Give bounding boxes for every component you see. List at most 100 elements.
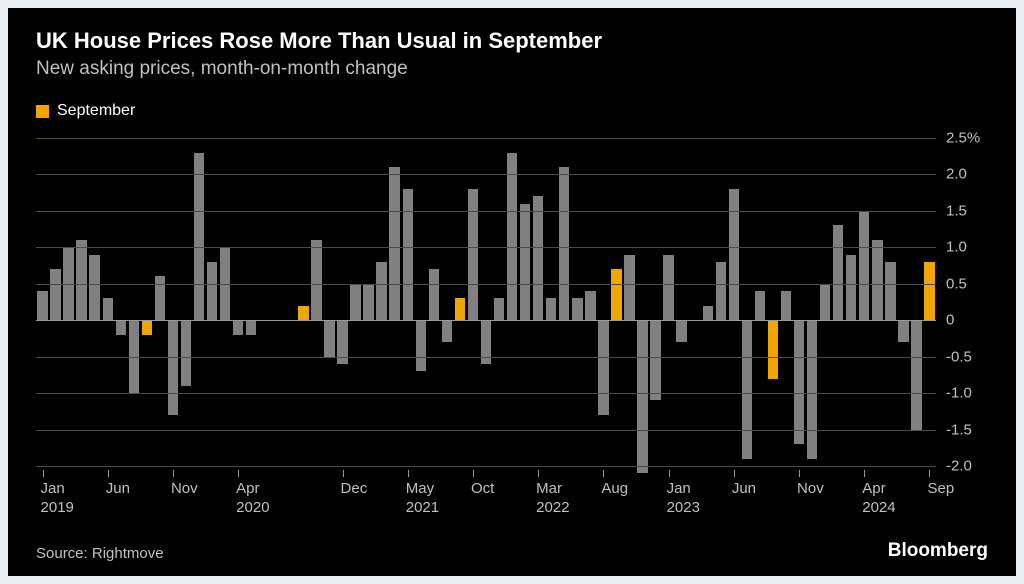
bar <box>885 262 895 320</box>
x-tick-label: Aug <box>601 480 628 499</box>
x-tick <box>929 470 930 477</box>
bar <box>442 320 452 342</box>
bar <box>103 298 113 320</box>
x-tick <box>864 470 865 477</box>
x-tick-label: Mar2022 <box>536 480 569 518</box>
legend: September <box>36 102 988 120</box>
y-tick-label: -2.0 <box>946 458 972 475</box>
gridline <box>36 320 936 321</box>
brand-text: Bloomberg <box>888 540 988 562</box>
bar <box>703 306 713 321</box>
bar-september <box>768 320 778 378</box>
bars-layer <box>36 138 936 466</box>
gridline <box>36 357 936 358</box>
x-tick-label: Jan2023 <box>667 480 700 518</box>
x-tick-label: Jun <box>732 480 756 499</box>
bar <box>716 262 726 320</box>
plot-area: 2.5%2.01.51.00.50-0.5-1.0-1.5-2.0 <box>36 138 936 466</box>
legend-label: September <box>57 102 135 120</box>
y-tick-label: 0 <box>946 312 954 329</box>
bar <box>650 320 660 400</box>
bar <box>585 291 595 320</box>
y-tick-label: -1.5 <box>946 421 972 438</box>
bar <box>50 269 60 320</box>
bar <box>820 284 830 320</box>
bar <box>194 153 204 321</box>
bar <box>468 189 478 320</box>
x-tick <box>238 470 239 477</box>
gridline <box>36 466 936 467</box>
bar <box>246 320 256 335</box>
bar <box>807 320 817 458</box>
bar-september <box>142 320 152 335</box>
source-text: Source: Rightmove <box>36 545 164 562</box>
bar <box>559 167 569 320</box>
gridline <box>36 174 936 175</box>
bar <box>598 320 608 415</box>
bar <box>37 291 47 320</box>
bar <box>572 298 582 320</box>
y-tick-label: -1.0 <box>946 385 972 402</box>
bar <box>350 284 360 320</box>
x-tick-label: Apr2020 <box>236 480 269 518</box>
bar <box>311 240 321 320</box>
bar <box>416 320 426 371</box>
x-axis: Jan2019 Jun Nov Apr2020 Dec May2021 Oct Mar2022… <box>36 470 936 520</box>
bar <box>429 269 439 320</box>
x-tick <box>343 470 344 477</box>
x-tick-label: Jun <box>106 480 130 499</box>
bar <box>181 320 191 386</box>
x-tick <box>799 470 800 477</box>
y-tick-label: 1.0 <box>946 239 967 256</box>
bar <box>533 196 543 320</box>
bar <box>911 320 921 429</box>
x-tick <box>473 470 474 477</box>
bar <box>637 320 647 473</box>
bar <box>207 262 217 320</box>
bar <box>676 320 686 342</box>
gridline <box>36 138 936 139</box>
bar <box>624 255 634 321</box>
bar <box>389 167 399 320</box>
x-tick-label: Oct <box>471 480 494 499</box>
chart-footer: Source: Rightmove Bloomberg <box>36 540 988 562</box>
bar <box>520 204 530 321</box>
gridline <box>36 393 936 394</box>
gridline <box>36 211 936 212</box>
y-tick-label: 0.5 <box>946 275 967 292</box>
bar-september <box>455 298 465 320</box>
bar <box>76 240 86 320</box>
x-tick <box>43 470 44 477</box>
x-tick <box>108 470 109 477</box>
x-tick-label: Sep <box>927 480 954 499</box>
bar-september <box>924 262 934 320</box>
bar <box>168 320 178 415</box>
bar <box>729 189 739 320</box>
bar <box>116 320 126 335</box>
x-tick <box>408 470 409 477</box>
gridline <box>36 284 936 285</box>
y-tick-label: -0.5 <box>946 348 972 365</box>
bar <box>794 320 804 444</box>
bar <box>376 262 386 320</box>
x-tick-label: Jan2019 <box>41 480 74 518</box>
bar-september <box>611 269 621 320</box>
bar <box>755 291 765 320</box>
bar <box>494 298 504 320</box>
x-tick-label: Dec <box>341 480 368 499</box>
bar <box>324 320 334 356</box>
x-tick <box>603 470 604 477</box>
chart-subtitle: New asking prices, month-on-month change <box>36 58 988 80</box>
gridline <box>36 247 936 248</box>
bar <box>403 189 413 320</box>
x-tick <box>173 470 174 477</box>
bar <box>233 320 243 335</box>
x-tick-label: Nov <box>797 480 824 499</box>
chart-title: UK House Prices Rose More Than Usual in … <box>36 28 988 54</box>
x-tick-label: May2021 <box>406 480 439 518</box>
chart-container: UK House Prices Rose More Than Usual in … <box>8 8 1016 576</box>
bar <box>507 153 517 321</box>
bar-september <box>298 306 308 321</box>
x-tick <box>538 470 539 477</box>
bar <box>742 320 752 458</box>
